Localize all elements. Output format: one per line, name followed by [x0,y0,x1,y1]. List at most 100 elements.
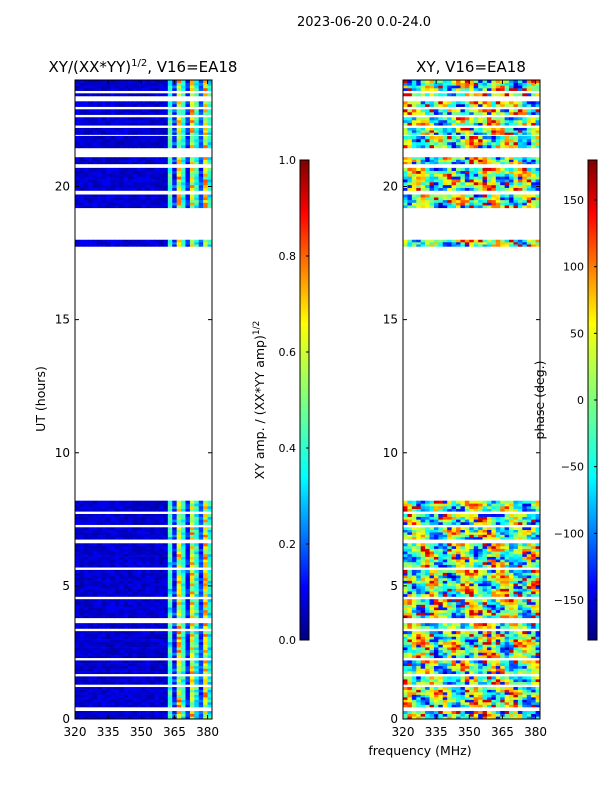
heatmap-cell [447,671,453,675]
heatmap-cell [438,561,444,565]
heatmap-cell [83,184,89,188]
heatmap-cell [88,636,94,640]
heatmap-cell [486,647,492,651]
heatmap-cell [203,521,208,525]
heatmap-cell [75,157,80,160]
heatmap-cell [438,663,444,667]
heatmap-cell [97,202,102,206]
heatmap-cell [172,697,178,700]
heatmap-cell [189,612,195,616]
heatmap-cell [136,636,142,640]
heatmap-cell [181,127,186,131]
heatmap-cell [403,644,408,648]
colorbar-tick-label: 0.8 [279,250,297,263]
heatmap-cell [194,519,200,523]
heatmap-cell [203,702,208,705]
heatmap-cell [442,593,448,597]
heatmap-cell [128,111,133,115]
heatmap-cell [123,699,129,703]
heatmap-cell [83,82,89,86]
heatmap-cell [473,668,479,672]
heatmap-cell [181,130,186,133]
heatmap-cell [495,665,501,669]
heatmap-cell [141,543,147,547]
heatmap-cell [504,604,510,608]
heatmap-cell [158,176,164,180]
heatmap-cell [500,702,506,705]
heatmap-cell [145,519,151,523]
heatmap-cell [207,144,212,149]
heatmap-cell [486,591,492,595]
heatmap-cell [119,588,125,592]
heatmap-cell [185,561,191,565]
heatmap-cell [136,609,142,613]
heatmap-cell [110,612,116,616]
heatmap-cell [469,561,475,565]
heatmap-cell [416,572,422,576]
heatmap-cell [79,612,85,616]
heatmap-cell [509,639,514,643]
heatmap-cell [416,575,422,579]
heatmap-cell [420,697,426,700]
heatmap-cell [123,202,129,206]
heatmap-cell [101,585,107,589]
heatmap-cell [207,135,212,140]
heatmap-cell [92,103,98,107]
heatmap-cell [407,663,413,667]
heatmap-cell [75,580,80,584]
heatmap-cell [181,636,186,640]
heatmap-cell [185,660,191,664]
heatmap-cell [88,173,94,177]
heatmap-cell [163,161,169,165]
heatmap-cell [198,585,204,589]
heatmap-cell [79,649,85,653]
heatmap-cell [136,559,142,563]
heatmap-cell [185,649,191,653]
heatmap-cell [75,138,80,143]
heatmap-cell [535,663,540,667]
heatmap-cell [114,668,120,672]
heatmap-cell [83,87,89,91]
heatmap-cell [194,534,200,538]
heatmap-cell [154,676,160,680]
heatmap-cell [114,244,120,247]
heatmap-cell [110,144,116,149]
heatmap-cell [203,681,208,685]
heatmap-cell [101,545,107,549]
heatmap-cell [203,564,208,568]
heatmap-cell [403,676,408,680]
heatmap-cell [92,109,98,113]
heatmap-cell [75,532,80,535]
heatmap-cell [88,532,94,535]
heatmap-cell [447,580,453,584]
heatmap-cell [504,681,510,685]
heatmap-cell [119,82,125,86]
heatmap-cell [75,631,80,635]
heatmap-cell [123,652,129,656]
heatmap-cell [531,601,536,605]
heatmap-cell [176,625,182,629]
heatmap-cell [163,652,169,656]
heatmap-cell [154,159,160,162]
heatmap-cell [92,633,98,637]
heatmap-cell [198,205,204,209]
heatmap-cell [181,671,186,675]
heatmap-cell [185,704,191,708]
heatmap-cell [83,649,89,653]
heatmap-cell [141,138,147,143]
heatmap-cell [154,572,160,576]
heatmap-cell [92,694,98,698]
heatmap-cell [411,692,417,695]
heatmap-cell [181,93,186,97]
heatmap-cell [154,132,160,135]
heatmap-cell [403,679,408,683]
heatmap-cell [128,668,133,672]
heatmap-cell [128,132,133,135]
heatmap-cell [438,612,444,616]
heatmap-cell [198,615,204,619]
heatmap-cell [150,536,155,540]
heatmap-cell [101,641,107,645]
heatmap-cell [451,676,457,680]
heatmap-cell [83,583,89,587]
heatmap-cell [75,612,80,616]
